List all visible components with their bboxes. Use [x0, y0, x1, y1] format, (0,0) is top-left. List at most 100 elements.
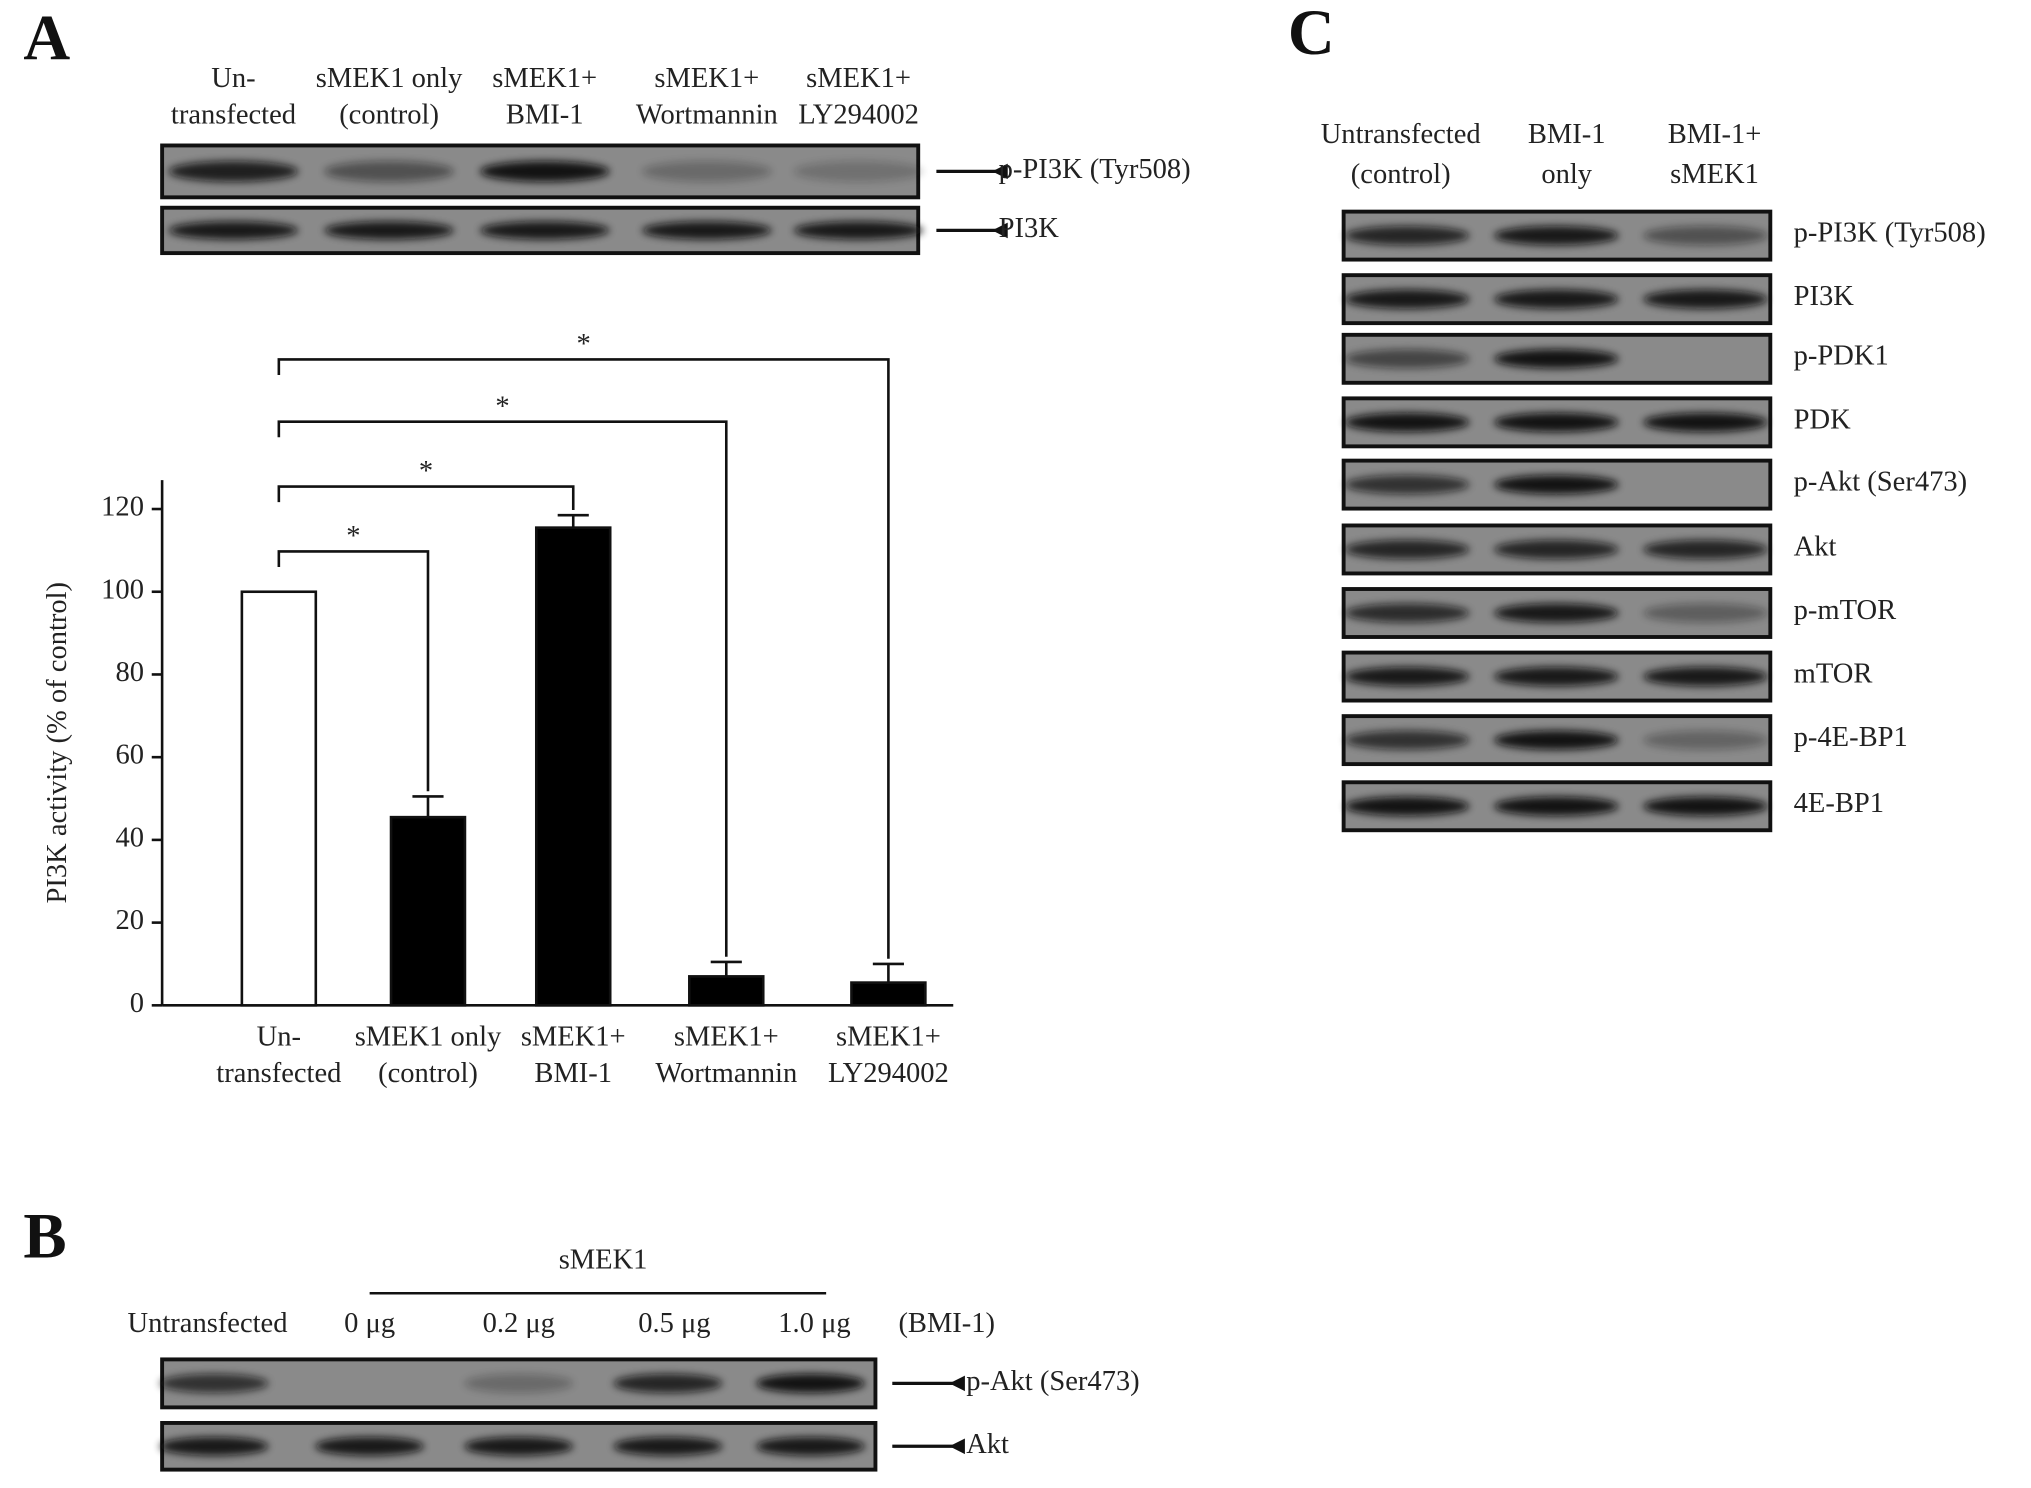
lane-label: (control): [339, 99, 439, 130]
band: [1643, 796, 1768, 816]
bar: [389, 815, 467, 1007]
x-tick-label: (control): [378, 1058, 478, 1089]
lane-label: 0 μg: [344, 1308, 395, 1339]
band: [641, 161, 772, 182]
error-bar: [557, 513, 589, 528]
arrow-head: [992, 222, 1008, 239]
x-tick-label: sMEK1+: [521, 1022, 626, 1053]
lane-label: BMI-1: [506, 99, 584, 130]
band: [1344, 412, 1470, 432]
lane-label: sMEK1: [1670, 159, 1759, 190]
blot-label: p-PI3K (Tyr508): [999, 154, 1191, 185]
band: [1494, 666, 1619, 687]
y-tick-label: 40: [115, 822, 144, 853]
blot-label: Akt: [966, 1429, 1009, 1460]
band: [1344, 539, 1470, 560]
error-bar: [710, 960, 742, 977]
arrow-head: [949, 1438, 965, 1455]
band: [479, 161, 610, 182]
y-tick-label: 60: [115, 740, 144, 771]
lane-label: Untransfected: [1321, 119, 1481, 150]
lane-label: BMI-1+: [1668, 119, 1762, 150]
band: [315, 1436, 425, 1456]
band: [1344, 475, 1470, 495]
blot-label: PDK: [1794, 404, 1851, 435]
lane-label: BMI-1: [1528, 119, 1606, 150]
band: [1344, 226, 1470, 246]
x-tick-label: transfected: [216, 1058, 341, 1089]
lane-label: (control): [1351, 159, 1451, 190]
band: [1344, 666, 1470, 687]
y-tick-label: 100: [101, 574, 144, 605]
band: [168, 161, 299, 182]
significance-label: *: [346, 521, 360, 552]
significance-bracket: [277, 550, 430, 792]
blot-label: PI3K: [1794, 281, 1855, 312]
band: [1494, 603, 1619, 623]
band: [793, 161, 924, 182]
x-tick-label: Wortmannin: [655, 1058, 797, 1089]
arrow-head: [949, 1375, 965, 1392]
band: [1344, 603, 1470, 623]
lane-label: sMEK1 only: [316, 63, 463, 94]
band: [793, 221, 924, 240]
error-bar: [412, 795, 444, 818]
lane-label: Wortmannin: [636, 99, 778, 130]
significance-bracket: [277, 485, 575, 511]
x-tick-label: sMEK1+: [836, 1022, 941, 1053]
significance-bracket: [277, 358, 890, 959]
band: [1494, 289, 1619, 309]
band: [613, 1373, 723, 1393]
panel-label: C: [1288, 0, 1335, 69]
band: [1494, 796, 1619, 816]
band: [756, 1436, 866, 1456]
band: [1494, 349, 1619, 369]
x-tick-label: Un-: [257, 1022, 301, 1053]
blot-label: PI3K: [999, 213, 1060, 244]
blot-label: p-mTOR: [1794, 595, 1896, 626]
lane-label: sMEK1+: [492, 63, 597, 94]
lane-label: sMEK1+: [654, 63, 759, 94]
bar: [534, 526, 612, 1007]
significance-label: *: [576, 329, 590, 360]
x-tick-label: sMEK1+: [674, 1022, 779, 1053]
band: [1494, 226, 1619, 246]
arrow-head: [992, 163, 1008, 180]
band: [159, 1373, 269, 1393]
significance-label: *: [419, 456, 433, 487]
error-bar: [872, 962, 904, 983]
blot-label: p-Akt (Ser473): [966, 1366, 1139, 1397]
band: [1494, 539, 1619, 560]
lane-label: 1.0 μg: [778, 1308, 850, 1339]
band: [1494, 730, 1619, 750]
y-tick-label: 120: [101, 492, 144, 523]
lane-label: transfected: [171, 99, 296, 130]
lane-label: sMEK1+: [806, 63, 911, 94]
band: [159, 1436, 269, 1456]
lane-label: only: [1541, 159, 1592, 190]
band: [756, 1373, 866, 1393]
y-axis-label: PI3K activity (% of control): [42, 582, 73, 904]
band: [1494, 475, 1619, 495]
band: [464, 1373, 574, 1393]
band: [1643, 226, 1768, 246]
x-tick-label: LY294002: [828, 1058, 949, 1089]
y-tick-label: 80: [115, 657, 144, 688]
panel-label: A: [23, 2, 70, 74]
band: [1344, 289, 1470, 309]
significance-bracket: [277, 420, 728, 957]
lane-label: LY294002: [798, 99, 919, 130]
blot-label: p-PDK1: [1794, 341, 1889, 372]
blot-label: mTOR: [1794, 658, 1873, 689]
band: [1643, 539, 1768, 560]
band: [168, 221, 299, 240]
band: [324, 161, 454, 182]
lane-label: Un-: [211, 63, 255, 94]
band: [464, 1436, 574, 1456]
blot-label: 4E-BP1: [1794, 788, 1884, 819]
bar: [688, 975, 765, 1007]
y-tick-label: 20: [115, 905, 144, 936]
blot-label: p-PI3K (Tyr508): [1794, 217, 1986, 248]
lane-label: 0.5 μg: [638, 1308, 710, 1339]
